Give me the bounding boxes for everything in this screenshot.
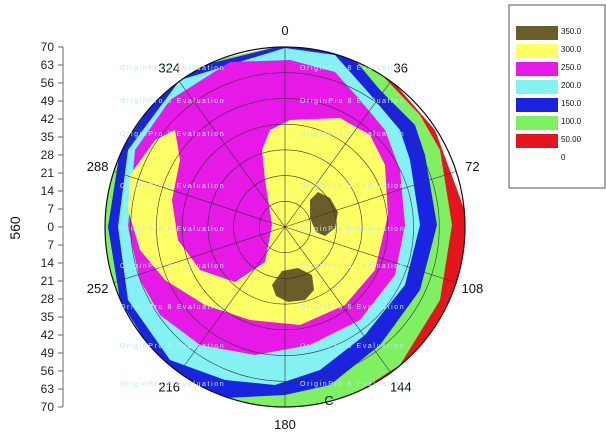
watermark-text: OriginPro 8 Evaluation [300,263,405,270]
grid-spokes [113,47,457,407]
polar-frame [104,46,466,408]
y-tick-label: 42 [41,328,55,342]
y-tick-label: 7 [47,202,54,216]
legend: 350.0 300.0 250.0 200.0 150.0 100.0 50.00 0 [516,26,582,162]
legend-swatch [516,62,558,76]
legend-label: 200.0 [561,81,582,90]
grid-spoke [284,171,457,228]
legend-label: 350.0 [561,27,582,36]
y-tick-label: 21 [41,166,55,180]
watermark-text: OriginPro 8 Evaluation [300,131,405,138]
legend-label: 150.0 [561,99,582,108]
angle-label: 180 [274,417,296,432]
y-tick-label: 70 [41,40,55,54]
stray-label: C [324,393,333,408]
contour-regions [105,47,465,407]
y-tick-label: 35 [41,310,55,324]
y-tick-label: 28 [41,292,55,306]
watermark-text: OriginPro 8 Evaluation [120,65,225,72]
y-tick-label: 42 [41,112,55,126]
legend-label: 300.0 [561,45,582,54]
y-tick-label: 0 [47,220,54,234]
legend-swatch [516,44,558,58]
watermark-text: OriginPro 8 Evaluation [300,183,405,190]
watermark-text: OriginPro 8 Evaluation [120,226,225,233]
y-tick-label: 49 [41,94,55,108]
angle-label: 144 [390,379,412,394]
watermark-text: OriginPro 8 Evaluation [300,381,405,388]
grid-spoke [284,226,457,283]
legend-swatch [516,80,558,94]
grid-spoke [113,171,286,228]
angular-tick-labels: 0 36 72 108 144 180 216 252 288 324 [87,23,483,432]
y-tick-label: 63 [41,382,55,396]
angle-label: 288 [87,159,109,174]
angle-label: 0 [281,23,288,38]
angle-label: 216 [158,379,180,394]
watermark-text: OriginPro 8 Evaluation [300,343,405,350]
angle-label: 108 [462,281,484,296]
angle-label: 36 [394,61,408,76]
watermark-text: OriginPro 8 Evaluation [300,98,405,105]
watermark-text: OriginPro 8 Evaluation [300,226,405,233]
grid-spoke [113,226,286,283]
watermark-text: OriginPro 8 Evaluation [120,263,225,270]
y-tick-label: 49 [41,346,55,360]
angle-label: 72 [465,159,479,174]
y-tick-label: 14 [41,256,55,270]
y-tick-label: 56 [41,364,55,378]
y-tick-label: 56 [41,76,55,90]
legend-label: 250.0 [561,63,582,72]
y-tick-label: 63 [41,58,55,72]
y-tick-label: 35 [41,130,55,144]
y-axis-label: 560 [7,216,23,240]
y-tick-label: 28 [41,148,55,162]
y-tick-label: 21 [41,274,55,288]
watermark-text: OriginPro 8 Evaluation [120,304,225,311]
legend-swatch [516,116,558,130]
legend-swatch [516,134,558,148]
angle-label: 324 [158,61,180,76]
legend-label: 50.00 [561,135,582,144]
grid-spoke [284,226,392,373]
grid-spoke [178,81,286,228]
watermark-text: OriginPro 8 Evaluation [120,183,225,190]
y-tick-label: 14 [41,184,55,198]
legend-swatch [516,98,558,112]
watermark: OriginPro 8 Evaluation OriginPro 8 Evalua… [120,65,405,388]
legend-swatch [516,26,558,40]
watermark-text: OriginPro 8 Evaluation [120,98,225,105]
legend-label: 0 [561,153,566,162]
region-350-b [272,268,314,302]
watermark-text: OriginPro 8 Evaluation [300,304,405,311]
watermark-text: OriginPro 8 Evaluation [300,65,405,72]
region-350-a [310,192,338,236]
watermark-text: OriginPro 8 Evaluation [120,381,225,388]
angle-label: 252 [87,281,109,296]
grid-spoke [284,81,392,228]
y-tick-label: 7 [47,238,54,252]
watermark-text: OriginPro 8 Evaluation [120,131,225,138]
grid-spoke [178,226,286,373]
watermark-text: OriginPro 8 Evaluation [120,343,225,350]
y-tick-label: 70 [41,400,55,414]
legend-label: 100.0 [561,117,582,126]
